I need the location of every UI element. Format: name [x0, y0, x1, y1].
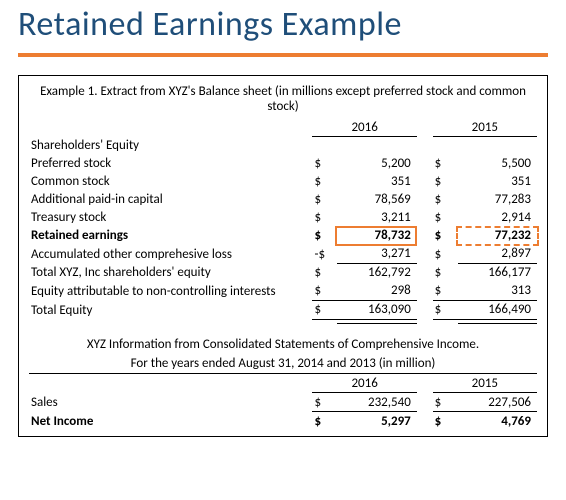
balance-sheet-table: 2016 2015 Shareholders' Equity Preferred…	[29, 118, 537, 430]
table-row: Common stock $ 351 $ 351	[29, 173, 537, 191]
table-row: Preferred stock $ 5,200 $ 5,500	[29, 155, 537, 173]
accent-rule	[18, 53, 548, 57]
income-subcaption: For the years ended August 31, 2014 and …	[29, 354, 537, 374]
page-title: Retained Earnings Example	[18, 4, 548, 45]
row-label: Preferred stock	[29, 155, 312, 173]
balance-sheet-panel: Example 1. Extract from XYZ's Balance sh…	[18, 75, 548, 437]
table-row: Equity attributable to non-controlling i…	[29, 282, 537, 301]
table-row: Total XYZ, Inc shareholders' equity $ 16…	[29, 263, 537, 282]
table-row: Additional paid-in capital $ 78,569 $ 77…	[29, 191, 537, 209]
net-income-row: Net Income $ 5,297 $ 4,769	[29, 412, 537, 431]
table-row: Treasury stock $ 3,211 $ 2,914	[29, 209, 537, 227]
year-2015-header: 2015	[433, 118, 537, 137]
table-row: Sales $ 232,540 $ 227,506	[29, 393, 537, 412]
retained-earnings-row: Retained earnings $ 78,732 $ 77,232	[29, 227, 537, 245]
balance-sheet-caption: Example 1. Extract from XYZ's Balance sh…	[29, 82, 537, 118]
table-row: Accumulated other comprehesive loss -$ 3…	[29, 245, 537, 264]
income-year-2016: 2016	[312, 374, 416, 393]
income-year-2015: 2015	[433, 374, 537, 393]
section-heading: Shareholders' Equity	[29, 137, 312, 155]
table-row: Total Equity $ 163,090 $ 166,490	[29, 300, 537, 319]
year-2016-header: 2016	[312, 118, 416, 137]
income-caption: XYZ Information from Consolidated Statem…	[29, 335, 537, 354]
